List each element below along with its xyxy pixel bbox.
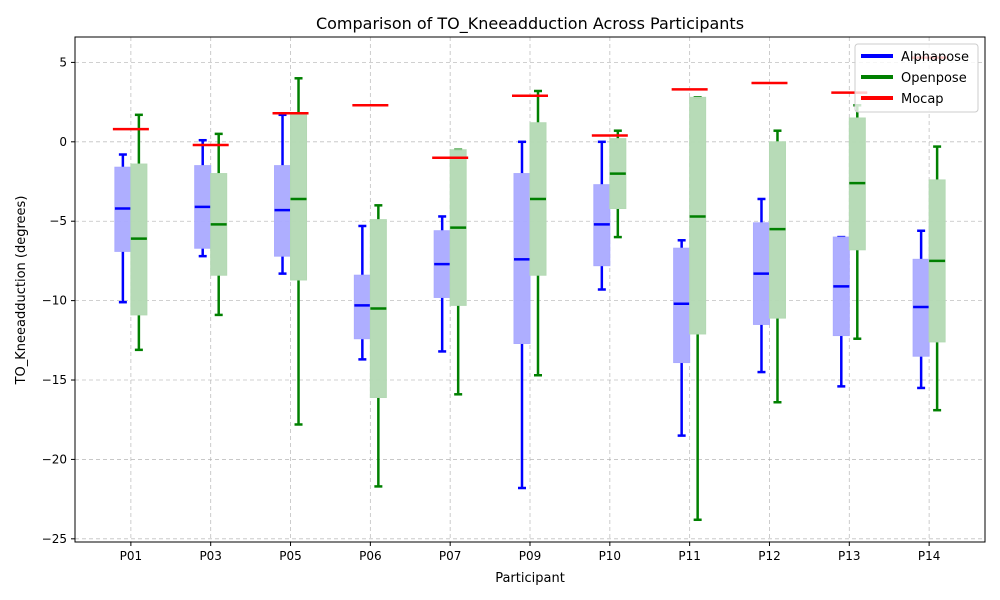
- box-openpose-p12: [768, 129, 786, 404]
- y-tick-label: 5: [59, 55, 67, 69]
- box-alphapose-p01: [114, 153, 132, 304]
- box-openpose-p10: [609, 129, 627, 239]
- y-tick-label: 0: [59, 135, 67, 149]
- box-openpose-p05: [290, 77, 308, 426]
- box-openpose-p03: [210, 132, 228, 317]
- box-body: [290, 112, 308, 281]
- box-body: [353, 274, 371, 340]
- x-tick-label: P07: [439, 549, 462, 563]
- x-tick-label: P05: [279, 549, 302, 563]
- box-openpose-p07: [449, 148, 467, 396]
- axis-ticks: 5 0 −5 −10 −15 −20 −25 P01 P03 P05 P06 P07 P09 P10 P11…: [42, 55, 941, 563]
- y-tick-label: −25: [42, 532, 67, 546]
- y-tick-label: −20: [42, 452, 67, 466]
- box-openpose-p06: [369, 204, 387, 488]
- legend-label-alphapose: Alphapose: [901, 50, 969, 65]
- box-openpose-p09: [529, 89, 547, 377]
- legend-frame: [854, 43, 979, 113]
- y-tick-label: −15: [42, 373, 67, 387]
- x-axis-label: Participant: [495, 571, 565, 586]
- box-alphapose-p13: [832, 235, 850, 388]
- box-alphapose-p10: [593, 140, 611, 291]
- box-alphapose-p03: [194, 138, 212, 258]
- chart-title: Comparison of TO_Kneeadduction Across Pa…: [316, 14, 744, 34]
- x-tick-label: P10: [599, 549, 622, 563]
- box-alphapose-p07: [433, 215, 451, 353]
- box-openpose-p01: [130, 113, 148, 352]
- x-tick-label: P06: [359, 549, 382, 563]
- legend-label-mocap: Mocap: [901, 92, 944, 107]
- x-tick-label: P14: [918, 549, 941, 563]
- x-tick-label: P12: [758, 549, 781, 563]
- box-alphapose-p06: [353, 224, 371, 361]
- x-tick-label: P11: [678, 549, 701, 563]
- box-body: [673, 247, 691, 364]
- x-tick-label: P01: [120, 549, 143, 563]
- legend-label-openpose: Openpose: [901, 71, 967, 86]
- x-tick-label: P13: [838, 549, 861, 563]
- legend: Alphapose Openpose Mocap: [854, 43, 979, 113]
- y-tick-label: −5: [49, 214, 67, 228]
- x-tick-label: P09: [519, 549, 542, 563]
- box-alphapose-p14: [912, 229, 930, 390]
- x-tick-label: P03: [199, 549, 222, 563]
- y-tick-label: −10: [42, 294, 67, 308]
- box-openpose-p14: [928, 145, 946, 412]
- y-axis-label: TO_Kneeadduction (degrees): [14, 196, 29, 386]
- box-openpose-p11: [689, 96, 707, 522]
